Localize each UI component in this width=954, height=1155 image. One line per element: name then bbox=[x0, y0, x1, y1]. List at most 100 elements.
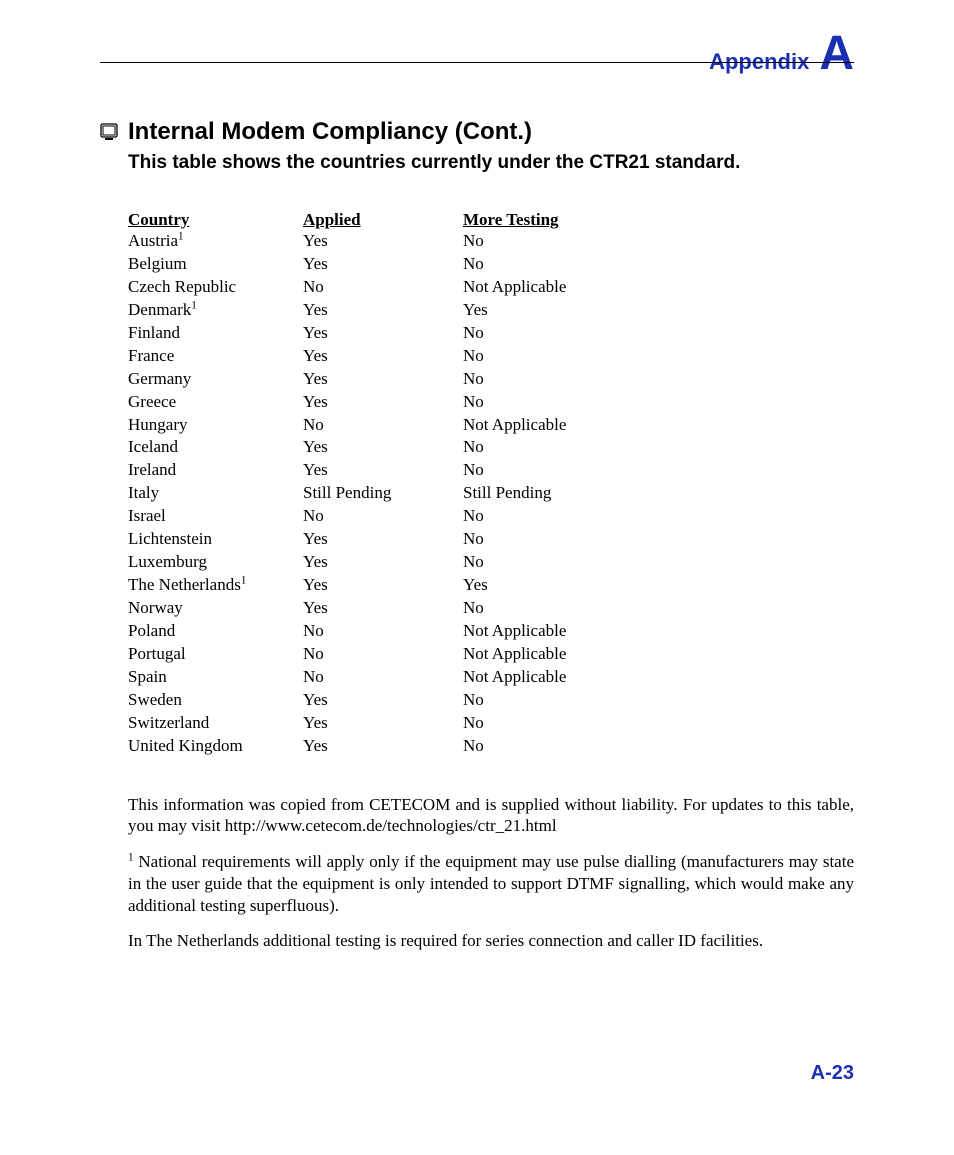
cell-country: Portugal bbox=[128, 643, 303, 666]
cell-more-testing: No bbox=[463, 735, 484, 758]
table-row: ItalyStill PendingStill Pending bbox=[128, 482, 854, 505]
cell-more-testing: Not Applicable bbox=[463, 643, 566, 666]
cell-more-testing: No bbox=[463, 712, 484, 735]
table-row: HungaryNoNot Applicable bbox=[128, 414, 854, 437]
cell-applied: No bbox=[303, 505, 463, 528]
cell-more-testing: No bbox=[463, 322, 484, 345]
footnote-1-text: National requirements will apply only if… bbox=[128, 852, 854, 915]
table-row: Austria1YesNo bbox=[128, 230, 854, 253]
footnote-source: This information was copied from CETECOM… bbox=[128, 794, 854, 838]
table-row: The Netherlands1YesYes bbox=[128, 574, 854, 597]
notebook-icon bbox=[100, 123, 120, 141]
cell-more-testing: No bbox=[463, 368, 484, 391]
cell-country-sup: 1 bbox=[191, 299, 197, 311]
cell-more-testing: No bbox=[463, 253, 484, 276]
cell-more-testing: No bbox=[463, 230, 484, 253]
cell-applied: Yes bbox=[303, 551, 463, 574]
cell-country: The Netherlands1 bbox=[128, 574, 303, 597]
page-number: A-23 bbox=[811, 1062, 854, 1085]
cell-country: Israel bbox=[128, 505, 303, 528]
footnote-netherlands: In The Netherlands additional testing is… bbox=[128, 930, 854, 952]
cell-more-testing: Not Applicable bbox=[463, 276, 566, 299]
cell-applied: No bbox=[303, 666, 463, 689]
cell-country: Poland bbox=[128, 620, 303, 643]
table-row: United KingdomYesNo bbox=[128, 735, 854, 758]
cell-applied: Yes bbox=[303, 368, 463, 391]
cell-applied: Yes bbox=[303, 712, 463, 735]
cell-more-testing: Still Pending bbox=[463, 482, 551, 505]
footnote-1: 1 National requirements will apply only … bbox=[128, 851, 854, 916]
cell-country: Greece bbox=[128, 391, 303, 414]
cell-country: Sweden bbox=[128, 689, 303, 712]
table-row: Czech RepublicNoNot Applicable bbox=[128, 276, 854, 299]
cell-applied: Still Pending bbox=[303, 482, 463, 505]
cell-country: Lichtenstein bbox=[128, 528, 303, 551]
page-title: Internal Modem Compliancy (Cont.) bbox=[128, 118, 532, 146]
table-row: SwedenYesNo bbox=[128, 689, 854, 712]
table-row: IrelandYesNo bbox=[128, 459, 854, 482]
table-row: FranceYesNo bbox=[128, 345, 854, 368]
cell-applied: Yes bbox=[303, 597, 463, 620]
cell-country: France bbox=[128, 345, 303, 368]
page-subtitle: This table shows the countries currently… bbox=[128, 152, 854, 174]
cell-more-testing: No bbox=[463, 436, 484, 459]
table-row: NorwayYesNo bbox=[128, 597, 854, 620]
cell-country: Denmark1 bbox=[128, 299, 303, 322]
cell-country: Hungary bbox=[128, 414, 303, 437]
table-row: PortugalNoNot Applicable bbox=[128, 643, 854, 666]
cell-more-testing: No bbox=[463, 528, 484, 551]
cell-applied: Yes bbox=[303, 436, 463, 459]
header-rule bbox=[100, 62, 854, 63]
table-row: PolandNoNot Applicable bbox=[128, 620, 854, 643]
cell-more-testing: No bbox=[463, 459, 484, 482]
cell-country: Italy bbox=[128, 482, 303, 505]
cell-applied: Yes bbox=[303, 253, 463, 276]
cell-country: Austria1 bbox=[128, 230, 303, 253]
cell-country: Spain bbox=[128, 666, 303, 689]
table-row: IsraelNoNo bbox=[128, 505, 854, 528]
column-header-applied: Applied bbox=[303, 210, 463, 230]
cell-applied: Yes bbox=[303, 322, 463, 345]
cell-more-testing: Not Applicable bbox=[463, 620, 566, 643]
cell-applied: Yes bbox=[303, 230, 463, 253]
cell-applied: Yes bbox=[303, 459, 463, 482]
table-header-row: Country Applied More Testing bbox=[128, 210, 854, 230]
cell-applied: No bbox=[303, 414, 463, 437]
cell-applied: Yes bbox=[303, 689, 463, 712]
table-row: GreeceYesNo bbox=[128, 391, 854, 414]
cell-more-testing: No bbox=[463, 345, 484, 368]
cell-country: Ireland bbox=[128, 459, 303, 482]
cell-more-testing: No bbox=[463, 597, 484, 620]
cell-more-testing: Not Applicable bbox=[463, 666, 566, 689]
cell-applied: Yes bbox=[303, 735, 463, 758]
cell-country: United Kingdom bbox=[128, 735, 303, 758]
table-row: Denmark1YesYes bbox=[128, 299, 854, 322]
table-row: LichtensteinYesNo bbox=[128, 528, 854, 551]
cell-country: Norway bbox=[128, 597, 303, 620]
cell-more-testing: No bbox=[463, 391, 484, 414]
table-row: SwitzerlandYesNo bbox=[128, 712, 854, 735]
cell-country: Germany bbox=[128, 368, 303, 391]
table-row: FinlandYesNo bbox=[128, 322, 854, 345]
column-header-more-testing: More Testing bbox=[463, 210, 559, 230]
appendix-letter: A bbox=[819, 30, 854, 78]
table-row: GermanyYesNo bbox=[128, 368, 854, 391]
cell-applied: Yes bbox=[303, 299, 463, 322]
cell-more-testing: Yes bbox=[463, 299, 488, 322]
cell-country-sup: 1 bbox=[178, 230, 184, 242]
cell-applied: Yes bbox=[303, 528, 463, 551]
cell-country: Luxemburg bbox=[128, 551, 303, 574]
cell-more-testing: No bbox=[463, 551, 484, 574]
table-row: LuxemburgYesNo bbox=[128, 551, 854, 574]
table-row: IcelandYesNo bbox=[128, 436, 854, 459]
cell-more-testing: Not Applicable bbox=[463, 414, 566, 437]
cell-applied: No bbox=[303, 276, 463, 299]
table-row: SpainNoNot Applicable bbox=[128, 666, 854, 689]
cell-more-testing: Yes bbox=[463, 574, 488, 597]
cell-applied: Yes bbox=[303, 345, 463, 368]
cell-applied: No bbox=[303, 620, 463, 643]
cell-country: Czech Republic bbox=[128, 276, 303, 299]
ctr21-table: Country Applied More Testing Austria1Yes… bbox=[128, 210, 854, 758]
cell-applied: No bbox=[303, 643, 463, 666]
table-row: BelgiumYesNo bbox=[128, 253, 854, 276]
